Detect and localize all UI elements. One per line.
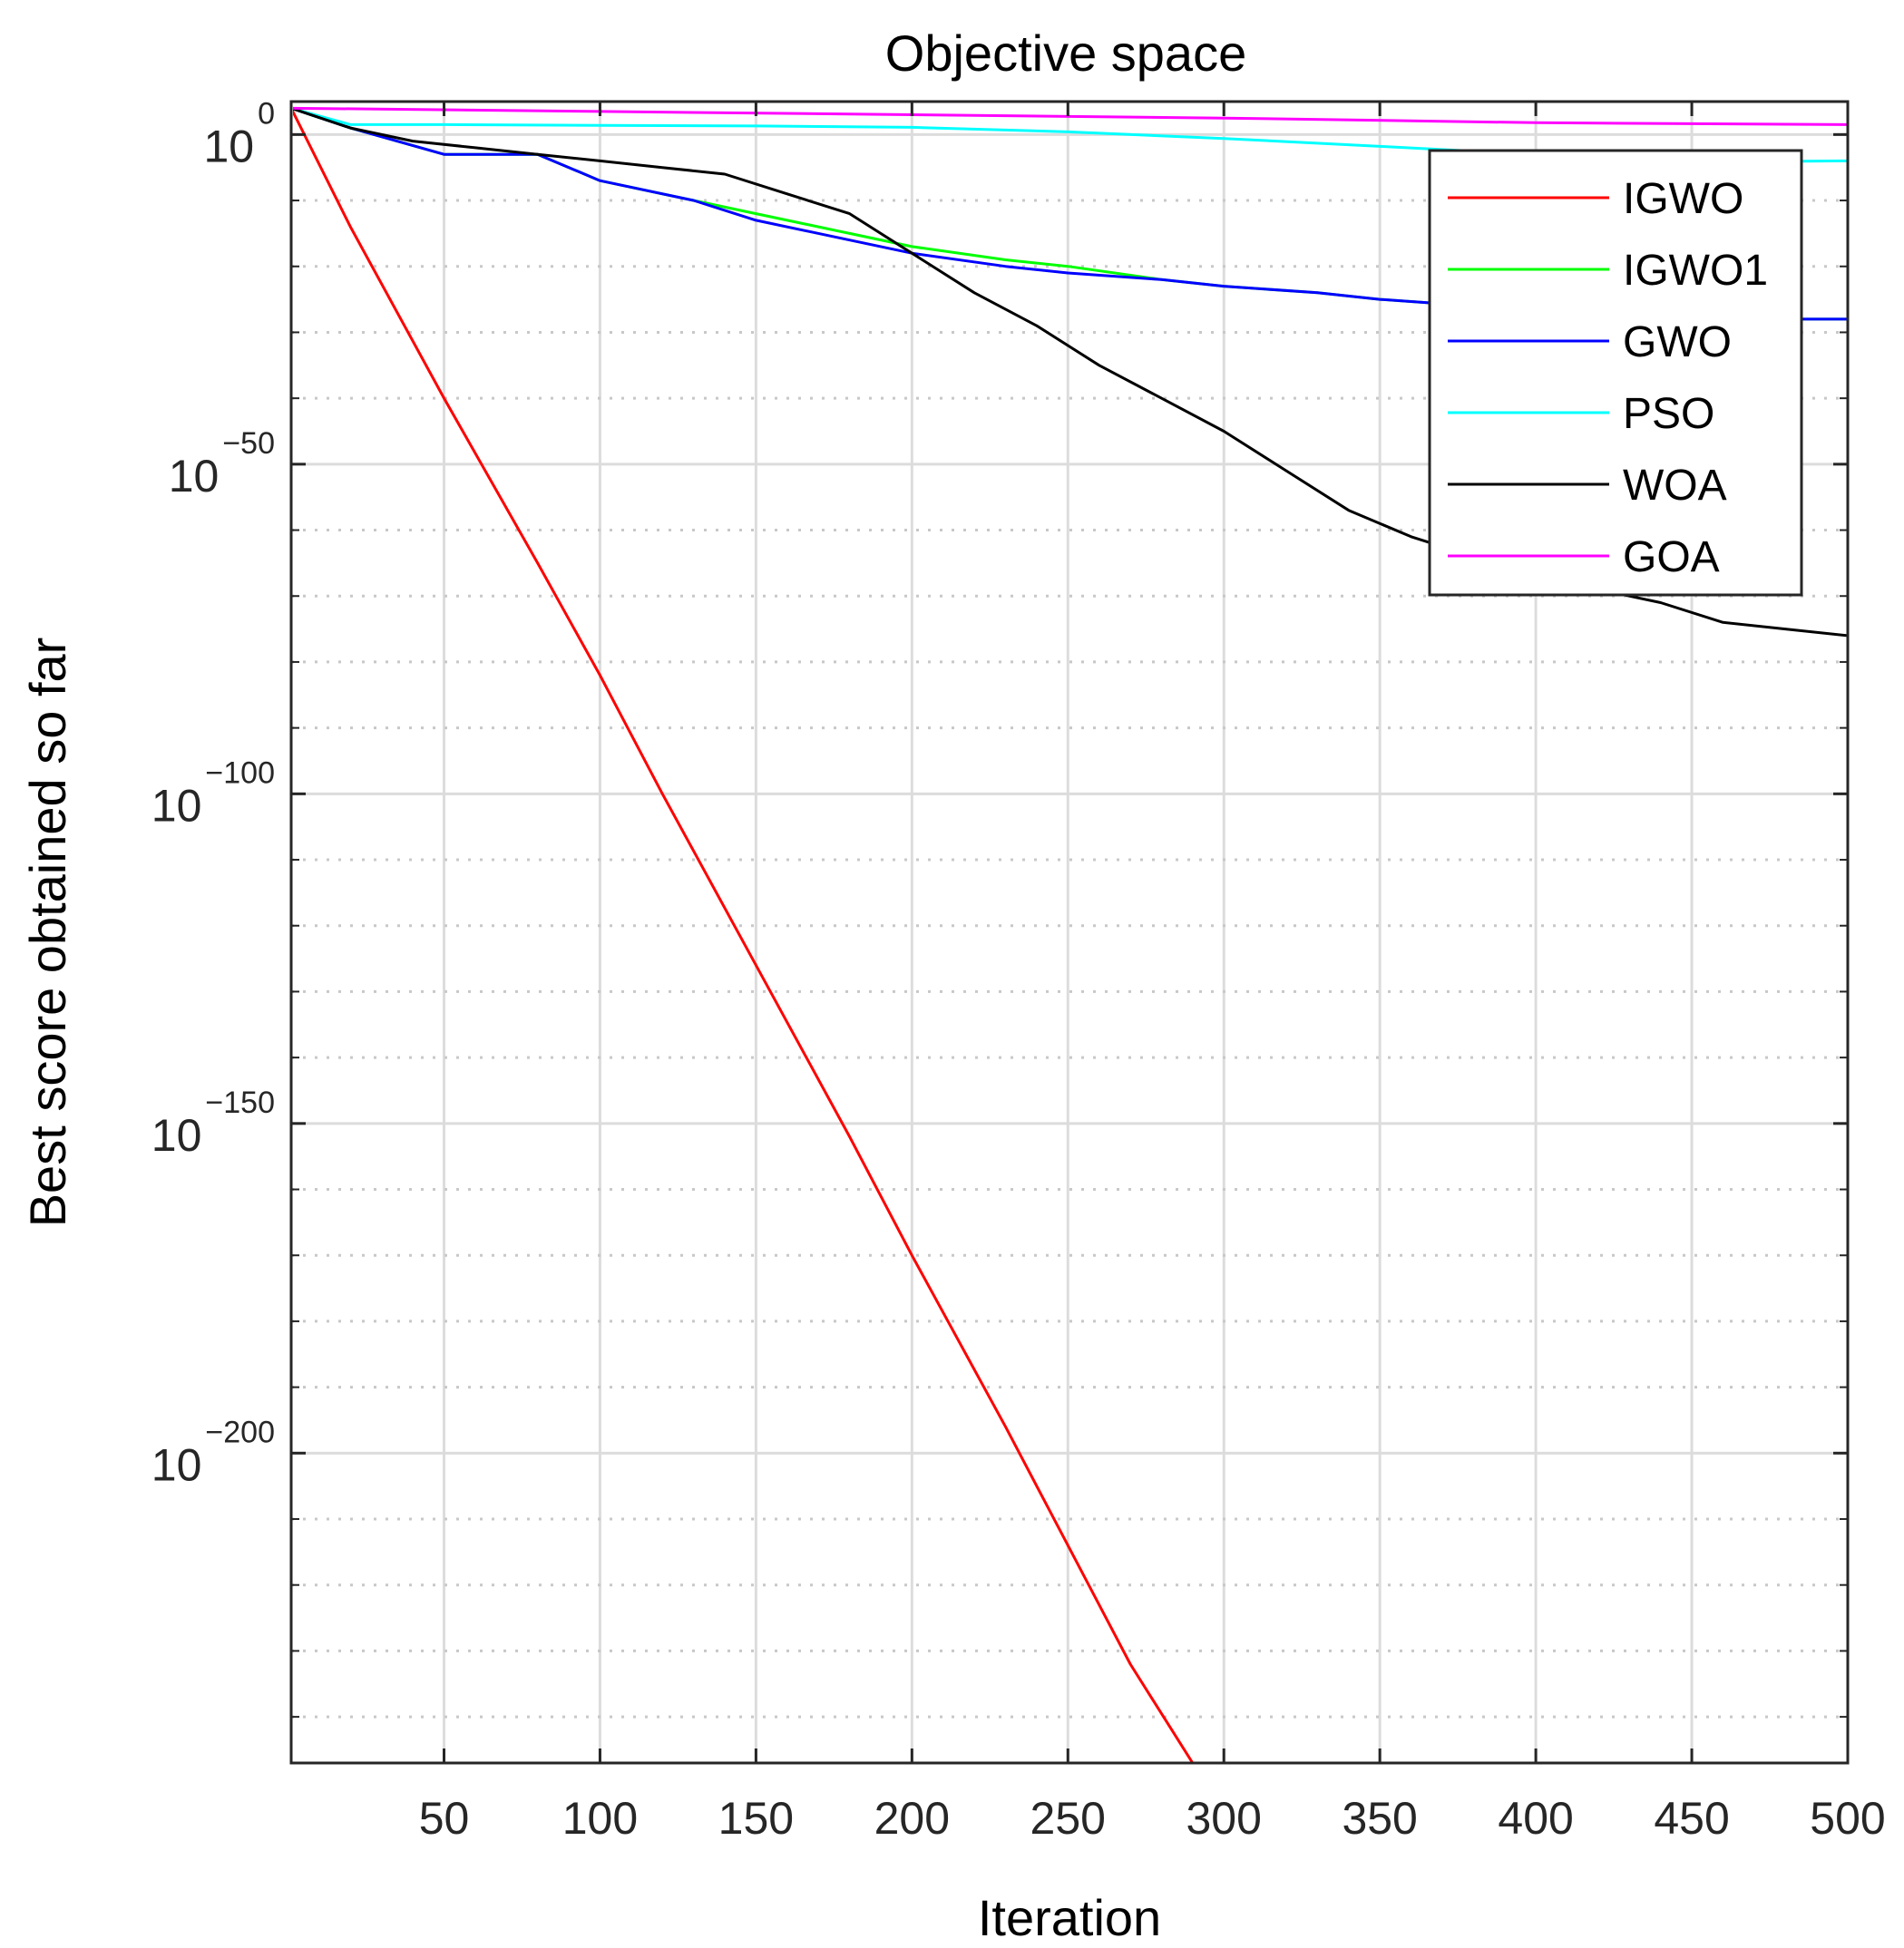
x-tick-label: 500 bbox=[1810, 1793, 1885, 1844]
plot-area-border bbox=[289, 100, 1850, 1765]
tick-layer bbox=[291, 102, 1850, 1763]
chart-title: Objective space bbox=[885, 24, 1246, 82]
y-tick-label-base: 10 bbox=[169, 451, 220, 502]
legend-label-igwo1: IGWO1 bbox=[1623, 247, 1768, 295]
y-tick-label-exponent: −100 bbox=[205, 755, 275, 790]
legend-label-igwo: IGWO bbox=[1623, 175, 1743, 223]
y-tick-label-exponent: −150 bbox=[205, 1086, 275, 1120]
x-tick-label: 100 bbox=[562, 1793, 638, 1844]
y-axis-title: Best score obtained so far bbox=[19, 638, 76, 1228]
x-tick-label: 50 bbox=[419, 1793, 470, 1844]
legend-label-gwo: GWO bbox=[1623, 318, 1732, 366]
x-tick-labels: 50 100 150 200 250 300 350 400 450 500 bbox=[419, 1793, 1886, 1844]
y-tick-label: 010 bbox=[203, 96, 275, 171]
y-tick-label-exponent: −50 bbox=[222, 426, 275, 461]
y-tick-label-exponent: 0 bbox=[258, 96, 275, 131]
y-tick-label-exponent: −200 bbox=[205, 1415, 275, 1449]
legend: IGWO IGWO1 GWO PSO WOA GOA bbox=[1428, 149, 1803, 597]
y-tick-label-base: 10 bbox=[151, 1110, 202, 1161]
y-tick-label-base: 10 bbox=[151, 1439, 202, 1490]
x-tick-label: 200 bbox=[874, 1793, 950, 1844]
y-tick-label-base: 10 bbox=[151, 780, 202, 831]
series-line-goa bbox=[293, 106, 1848, 126]
x-tick-label: 350 bbox=[1342, 1793, 1417, 1844]
y-tick-label-base: 10 bbox=[203, 121, 254, 171]
legend-label-woa: WOA bbox=[1623, 462, 1727, 510]
legend-label-goa: GOA bbox=[1623, 533, 1720, 581]
x-tick-label: 450 bbox=[1654, 1793, 1729, 1844]
series-line-igwo bbox=[293, 108, 1848, 1763]
x-tick-label: 250 bbox=[1030, 1793, 1106, 1844]
legend-label-pso: PSO bbox=[1623, 390, 1714, 438]
legend-box bbox=[1428, 149, 1803, 597]
x-axis-title: Iteration bbox=[978, 1889, 1161, 1946]
x-tick-label: 300 bbox=[1186, 1793, 1262, 1844]
x-tick-label: 150 bbox=[718, 1793, 794, 1844]
x-tick-label: 400 bbox=[1498, 1793, 1573, 1844]
